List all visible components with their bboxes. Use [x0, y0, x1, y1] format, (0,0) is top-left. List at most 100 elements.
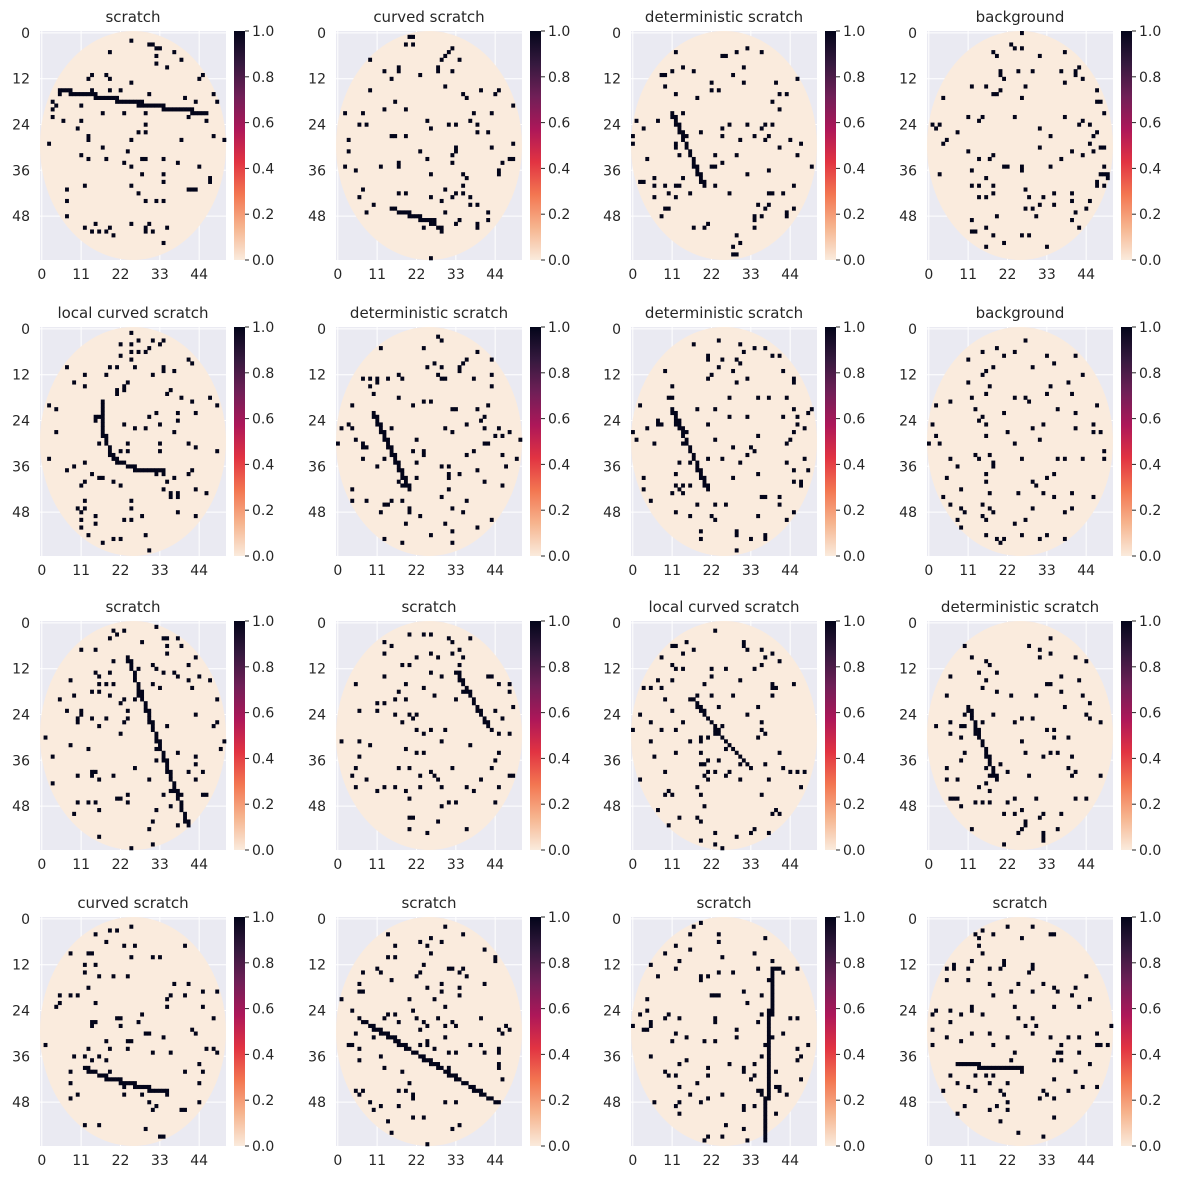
defect-pixel	[54, 1004, 59, 1009]
defect-pixel	[656, 808, 660, 813]
defect-pixel	[147, 1100, 152, 1105]
defect-pixel	[421, 750, 426, 755]
defect-pixel	[104, 682, 109, 687]
defect-pixel	[691, 164, 696, 169]
defect-pixel	[663, 72, 668, 78]
defect-pixel	[1052, 735, 1057, 740]
colorbar	[1121, 31, 1132, 260]
defect-pixel	[443, 727, 448, 732]
defect-pixel	[461, 361, 466, 366]
defect-pixel	[140, 1084, 145, 1090]
defect-pixel	[161, 172, 166, 177]
defect-pixel	[1048, 682, 1053, 687]
defect-pixel	[1023, 206, 1028, 211]
defect-pixel	[364, 210, 369, 215]
defect-pixel	[1095, 88, 1099, 93]
defect-pixel	[90, 472, 94, 477]
defect-pixel	[486, 441, 491, 446]
defect-pixel	[774, 1069, 778, 1074]
defect-pixel	[443, 1035, 448, 1040]
defect-pixel	[122, 628, 127, 633]
defect-pixel	[1062, 80, 1067, 85]
defect-pixel	[418, 773, 423, 778]
defect-pixel	[204, 792, 209, 797]
defect-pixel	[93, 800, 98, 805]
defect-pixel	[741, 1069, 746, 1074]
defect-pixel	[698, 838, 703, 843]
defect-pixel	[82, 1123, 87, 1128]
defect-pixel	[79, 525, 84, 530]
defect-pixel	[454, 221, 458, 226]
defect-pixel	[713, 1039, 718, 1044]
y-tick-label: 12	[308, 662, 326, 678]
defect-pixel	[1012, 46, 1017, 51]
defect-pixel	[681, 65, 685, 70]
colorbar-tick-label: 0.6	[1139, 412, 1161, 428]
defect-pixel	[663, 206, 668, 211]
defect-pixel	[357, 981, 362, 986]
defect-pixel	[973, 724, 978, 729]
defect-pixel	[129, 357, 134, 362]
defect-pixel	[1020, 168, 1024, 173]
defect-pixel	[389, 445, 394, 450]
defect-pixel	[738, 460, 743, 465]
defect-pixel	[984, 746, 989, 752]
defect-pixel	[977, 785, 981, 790]
defect-pixel	[681, 666, 685, 671]
defect-pixel	[1041, 754, 1046, 759]
defect-pixel	[118, 731, 123, 736]
defect-pixel	[396, 689, 401, 694]
defect-pixel	[493, 433, 498, 438]
defect-pixel	[1052, 494, 1057, 500]
defect-pixel	[371, 410, 376, 416]
defect-pixel	[357, 1092, 362, 1097]
defect-pixel	[450, 1073, 455, 1078]
defect-pixel	[706, 735, 710, 740]
defect-pixel	[396, 395, 401, 400]
defect-pixel	[955, 464, 960, 469]
defect-pixel	[766, 1020, 771, 1025]
colorbar-tick-label: 1.0	[1139, 24, 1161, 40]
defect-pixel	[125, 1039, 130, 1044]
defect-pixel	[504, 1023, 508, 1028]
defect-pixel	[93, 521, 98, 526]
defect-pixel	[652, 754, 657, 759]
defect-pixel	[65, 365, 69, 370]
colorbar-tick-label: 0.4	[1139, 457, 1161, 473]
defect-pixel	[1045, 353, 1049, 358]
x-tick-label: 33	[447, 857, 465, 873]
defect-pixel	[72, 92, 77, 97]
defect-pixel	[393, 206, 398, 211]
defect-pixel	[125, 792, 130, 797]
defect-pixel	[107, 928, 112, 933]
y-tick-label: 24	[308, 414, 326, 430]
x-tick-label: 0	[333, 267, 342, 283]
defect-pixel	[666, 191, 671, 196]
defect-pixel	[688, 449, 693, 454]
colorbar-tick-label: 1.0	[548, 24, 570, 40]
defect-pixel	[1030, 1016, 1035, 1021]
defect-pixel	[641, 685, 646, 690]
defect-pixel	[400, 376, 405, 381]
defect-pixel	[143, 704, 148, 710]
defect-pixel	[1041, 1088, 1046, 1093]
defect-pixel	[1027, 970, 1032, 975]
defect-pixel	[475, 225, 480, 230]
defect-pixel	[673, 145, 678, 150]
defect-pixel	[802, 456, 807, 461]
defect-pixel	[1048, 651, 1053, 656]
defect-pixel	[695, 468, 700, 473]
defect-pixel	[129, 342, 134, 347]
defect-pixel	[161, 754, 166, 759]
defect-pixel	[115, 388, 119, 393]
defect-pixel	[175, 636, 180, 641]
y-tick-label: 12	[308, 368, 326, 384]
defect-pixel	[118, 88, 123, 93]
defect-pixel	[143, 1031, 148, 1036]
defect-pixel	[193, 1031, 198, 1036]
defect-pixel	[418, 939, 423, 945]
defect-pixel	[1020, 827, 1024, 832]
defect-pixel	[691, 156, 696, 162]
defect-pixel	[948, 720, 953, 725]
